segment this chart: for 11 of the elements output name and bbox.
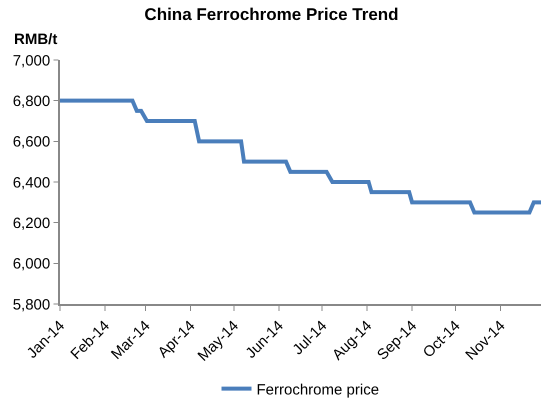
y-axis-title: RMB/t <box>14 31 58 48</box>
line-series <box>60 98 541 214</box>
chart-title: China Ferrochrome Price Trend <box>144 5 399 24</box>
y-tick-label: 6,400 <box>12 174 50 192</box>
y-tick-label: 6,600 <box>12 134 50 151</box>
y-tick-label: 7,000 <box>12 52 50 70</box>
y-tick-label: 6,200 <box>12 214 50 232</box>
y-tick-label: 5,800 <box>12 296 50 314</box>
legend-label: Ferrochrome price <box>256 381 380 398</box>
y-tick-label: 6,000 <box>12 256 50 273</box>
y-tick-label: 6,800 <box>12 92 50 110</box>
